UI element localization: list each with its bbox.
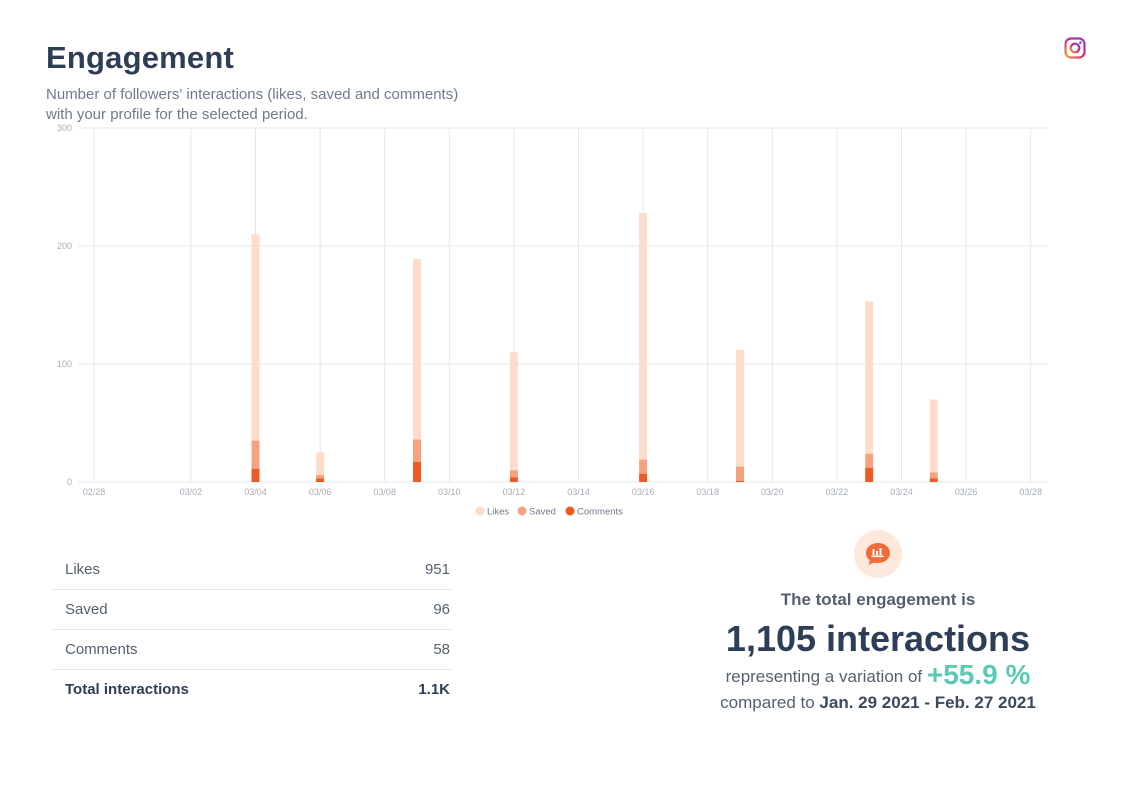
total-interactions: 1,105 interactions: [725, 618, 1031, 659]
bar-saved: [639, 459, 648, 474]
bar-saved: [413, 439, 421, 462]
bar-likes: [413, 258, 421, 440]
x-tick-label: 03/28: [1019, 487, 1042, 497]
x-tick-label: 03/16: [632, 487, 655, 497]
subtitle-line-2: with your profile for the selected perio…: [46, 106, 308, 123]
page-title: Engagement: [46, 40, 235, 75]
y-tick-label: 300: [57, 123, 72, 133]
table-row: Likes 951: [52, 550, 452, 590]
engagement-chart: 0 100 200 300 02/28 03/02 03/04 03/06 03/08 03/10…: [57, 123, 1048, 518]
x-tick-label: 03/08: [373, 487, 396, 497]
table-row: Total interactions 1.1K: [52, 670, 452, 710]
stat-label-saved: Saved: [52, 589, 352, 630]
bar-comments: [251, 469, 260, 482]
x-tick-label: 03/14: [567, 487, 590, 497]
x-tick-label: 03/24: [890, 487, 913, 497]
bar-saved: [929, 472, 938, 479]
legend-marker: [517, 506, 527, 516]
variation-prefix: representing a variation of: [725, 667, 923, 686]
x-tick-label: 03/20: [761, 487, 784, 497]
bar-saved: [865, 453, 874, 468]
bar-likes: [316, 452, 325, 475]
x-tick-label: 03/18: [696, 487, 719, 497]
y-tick-label: 200: [57, 241, 72, 251]
legend-label: Saved: [529, 507, 556, 518]
bar-comments: [509, 477, 518, 482]
instagram-icon: [1064, 37, 1086, 59]
bar-comments: [736, 480, 744, 482]
bar-comments: [639, 473, 648, 482]
chat-bubble-chart-icon: [854, 530, 902, 578]
y-tick-label: 0: [67, 477, 72, 487]
bar-comments: [929, 478, 938, 482]
compared-prefix: compared to: [720, 693, 815, 712]
subtitle-line-1: Number of followers' interactions (likes…: [46, 86, 459, 103]
bar-saved: [316, 474, 325, 479]
legend-label: Comments: [577, 507, 623, 518]
stat-label-total: Total interactions: [65, 681, 189, 698]
stat-value-comments: 58: [351, 629, 452, 670]
bar-comments: [316, 478, 325, 482]
compared-period: Jan. 29 2021 - Feb. 27 2021: [819, 693, 1036, 712]
bar-comments: [413, 461, 421, 482]
x-tick-label: 03/22: [826, 487, 849, 497]
comparison-line: compared to Jan. 29 2021 - Feb. 27 2021: [690, 690, 1066, 716]
variation-value: +55.9 %: [926, 659, 1031, 690]
summary-heading: The total engagement is: [780, 590, 976, 609]
bar-saved: [251, 440, 260, 470]
bar-likes: [736, 349, 744, 467]
bar-likes: [865, 301, 874, 454]
x-tick-label: 03/10: [438, 487, 461, 497]
x-tick-label: 03/02: [180, 487, 203, 497]
stats-table: Likes 951 Saved 96 Comments 58 Total int…: [52, 550, 452, 709]
bar-likes: [251, 234, 260, 441]
x-tick-label: 03/12: [503, 487, 526, 497]
stat-value-total: 1.1K: [418, 681, 450, 698]
x-tick-label: 02/28: [83, 487, 106, 497]
bar-likes: [509, 352, 518, 471]
bar-comments: [865, 467, 874, 482]
bar-saved: [736, 466, 744, 481]
x-tick-label: 03/26: [955, 487, 978, 497]
stat-value-likes: 951: [351, 550, 452, 590]
table-row: Comments 58: [52, 629, 452, 670]
x-tick-label: 03/06: [309, 487, 332, 497]
stat-label-likes: Likes: [52, 550, 352, 590]
stat-value-saved: 96: [351, 589, 452, 630]
engagement-summary: The total engagement is 1,105 interactio…: [690, 530, 1066, 716]
bar-likes: [639, 212, 648, 460]
variation-line: representing a variation of +55.9 %: [690, 659, 1066, 690]
page-subtitle: Number of followers' interactions (likes…: [46, 85, 526, 125]
bar-saved: [509, 470, 518, 478]
x-tick-label: 03/04: [244, 487, 267, 497]
y-tick-label: 100: [57, 359, 72, 369]
legend-marker: [475, 506, 485, 516]
legend-marker: [565, 506, 575, 516]
legend-label: Likes: [487, 507, 509, 518]
stat-label-comments: Comments: [52, 629, 352, 670]
table-row: Saved 96: [52, 589, 452, 630]
bar-likes: [929, 399, 938, 473]
